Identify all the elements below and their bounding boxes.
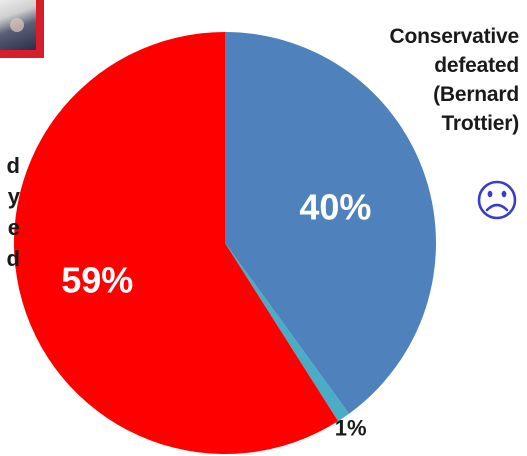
annotation-line: Trottier) bbox=[441, 112, 519, 135]
data-label-conservative: 40% bbox=[299, 187, 371, 228]
annotation-line: d bbox=[6, 153, 20, 178]
pie-slice-conservative bbox=[225, 32, 436, 414]
annotation-line: Conservative bbox=[389, 25, 520, 48]
annotation-line: (Bernard bbox=[433, 83, 519, 106]
conservative-annotation: Conservative defeated (Bernard Trottier) bbox=[329, 22, 520, 138]
pie-slice-other bbox=[225, 243, 350, 422]
frown-face-icon bbox=[477, 180, 517, 220]
annotation-line: defeated bbox=[434, 54, 519, 77]
annotation-line: e bbox=[7, 215, 20, 240]
data-label-other: 1% bbox=[335, 416, 367, 441]
annotation-line: d bbox=[6, 246, 20, 271]
candidate-photo bbox=[0, 0, 44, 58]
pie-slice-winner bbox=[13, 31, 339, 455]
annotation-line: y bbox=[7, 184, 20, 209]
left-annotation: d y e d bbox=[0, 150, 20, 274]
data-label-winner: 59% bbox=[61, 260, 133, 301]
